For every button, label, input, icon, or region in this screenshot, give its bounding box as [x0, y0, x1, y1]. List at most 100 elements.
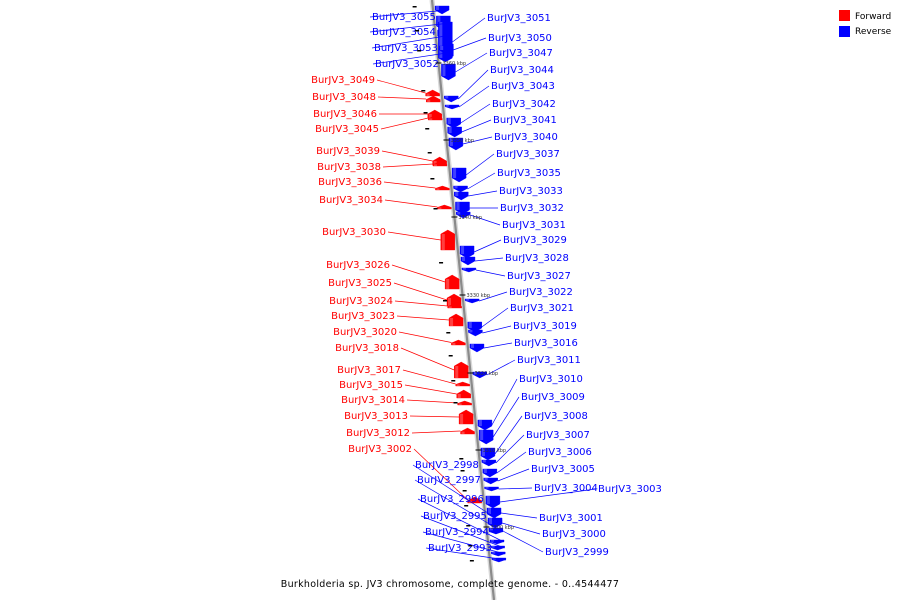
gene-label[interactable]: BurJV3_3041	[493, 115, 557, 126]
gene-feature-BurJV3_3017[interactable]	[455, 381, 470, 387]
gene-label[interactable]: BurJV3_3017	[337, 365, 401, 376]
gene-label[interactable]: BurJV3_3011	[517, 355, 581, 366]
gene-label[interactable]: BurJV3_3046	[313, 109, 377, 120]
gene-label[interactable]: BurJV3_3014	[341, 395, 405, 406]
gene-label[interactable]: BurJV3_3040	[494, 132, 558, 143]
gene-label[interactable]: BurJV3_3010	[519, 374, 583, 385]
gene-feature-BurJV3_3018[interactable]	[454, 361, 469, 379]
gene-feature-BurJV3_3022[interactable]	[464, 298, 480, 304]
gene-feature-BurJV3_3026[interactable]	[444, 274, 460, 290]
gene-label[interactable]: BurJV3_3053	[374, 43, 438, 54]
gene-feature-BurJV3_3048[interactable]	[426, 95, 441, 103]
gene-label[interactable]: BurJV3_2995	[423, 511, 487, 522]
gene-feature-BurJV3_3031[interactable]	[456, 211, 471, 219]
gene-feature-BurJV3_3020[interactable]	[451, 339, 466, 346]
gene-feature-BurJV3_3042[interactable]	[446, 117, 461, 129]
gene-label[interactable]: BurJV3_3019	[513, 321, 577, 332]
gene-label[interactable]: BurJV3_3054	[372, 27, 436, 38]
gene-label[interactable]: BurJV3_3024	[329, 296, 393, 307]
gene-label[interactable]: BurJV3_2998	[415, 460, 479, 471]
gene-label[interactable]: BurJV3_3023	[331, 311, 395, 322]
gene-label[interactable]: BurJV3_3038	[317, 162, 381, 173]
gene-feature-BurJV3_3044[interactable]	[444, 95, 459, 103]
gene-label[interactable]: BurJV3_3039	[316, 146, 380, 157]
gene-feature-BurJV3_3006[interactable]	[482, 468, 498, 478]
gene-label[interactable]: BurJV3_3020	[333, 327, 397, 338]
gene-feature-BurJV3_3047[interactable]	[441, 63, 456, 81]
gene-feature-BurJV3_3011[interactable]	[472, 371, 487, 379]
gene-label[interactable]: BurJV3_3022	[509, 287, 573, 298]
gene-label[interactable]: BurJV3_3000	[542, 529, 606, 540]
gene-feature-BurJV3_3005[interactable]	[483, 477, 498, 485]
gene-label[interactable]: BurJV3_3047	[489, 48, 553, 59]
gene-feature-BurJV3_3003[interactable]	[485, 495, 501, 509]
gene-feature-BurJV3_3008[interactable]	[480, 447, 496, 461]
gene-feature-BurJV3_3041[interactable]	[447, 126, 462, 138]
gene-feature-BurJV3_3033[interactable]	[454, 191, 469, 201]
gene-label[interactable]: BurJV3_3002	[348, 444, 412, 455]
gene-feature-BurJV3_3049[interactable]	[425, 89, 440, 97]
gene-feature-BurJV3_3045[interactable]	[427, 115, 443, 121]
gene-label[interactable]: BurJV3_3001	[539, 513, 603, 524]
gene-feature-BurJV3_2993[interactable]	[491, 557, 507, 563]
gene-label[interactable]: BurJV3_2997	[417, 475, 481, 486]
gene-label[interactable]: BurJV3_3008	[524, 411, 588, 422]
gene-feature-BurJV3_2996[interactable]	[489, 539, 505, 545]
gene-feature-BurJV3_3030[interactable]	[440, 229, 455, 251]
gene-label[interactable]: BurJV3_3012	[346, 428, 410, 439]
gene-label[interactable]: BurJV3_3005	[531, 464, 595, 475]
gene-feature-BurJV3_3035[interactable]	[453, 185, 468, 193]
gene-label[interactable]: BurJV3_3035	[497, 168, 561, 179]
gene-label[interactable]: BurJV3_3029	[503, 235, 567, 246]
gene-label[interactable]: BurJV3_3009	[521, 392, 585, 403]
gene-feature-BurJV3_3009[interactable]	[478, 429, 494, 445]
gene-label[interactable]: BurJV3_3013	[344, 411, 408, 422]
gene-feature-BurJV3_3043[interactable]	[444, 104, 460, 110]
gene-label[interactable]: BurJV3_3027	[507, 271, 571, 282]
gene-label[interactable]: BurJV3_3007	[526, 430, 590, 441]
gene-label[interactable]: BurJV3_3006	[528, 447, 592, 458]
gene-label[interactable]: BurJV3_3055	[372, 12, 436, 23]
gene-feature-BurJV3_3036[interactable]	[435, 185, 450, 191]
gene-label[interactable]: BurJV3_3042	[492, 99, 556, 110]
gene-label[interactable]: BurJV3_3034	[319, 195, 383, 206]
gene-label[interactable]: BurJV3_3025	[328, 278, 392, 289]
gene-feature-BurJV3_3037[interactable]	[451, 167, 467, 183]
gene-label[interactable]: BurJV3_3037	[496, 149, 560, 160]
gene-label[interactable]: BurJV3_3032	[500, 203, 564, 214]
gene-feature-BurJV3_3016[interactable]	[469, 343, 485, 353]
gene-label[interactable]: BurJV3_3030	[322, 227, 386, 238]
gene-label[interactable]: BurJV3_3004	[534, 483, 598, 494]
gene-feature-BurJV3_3027[interactable]	[461, 267, 477, 273]
gene-feature-BurJV3_3015[interactable]	[456, 389, 471, 399]
gene-label[interactable]: BurJV3_3036	[318, 177, 382, 188]
gene-label[interactable]: BurJV3_3033	[499, 186, 563, 197]
gene-label[interactable]: BurJV3_3021	[510, 303, 574, 314]
gene-feature-BurJV3_3001[interactable]	[486, 507, 502, 519]
gene-label[interactable]: BurJV3_3048	[312, 92, 376, 103]
gene-feature-BurJV3_3013[interactable]	[458, 409, 474, 425]
gene-feature-BurJV3_3014[interactable]	[457, 400, 472, 406]
gene-feature-BurJV3_3004[interactable]	[484, 486, 499, 492]
gene-feature-BurJV3_3024[interactable]	[447, 303, 462, 309]
gene-feature-BurJV3_3007[interactable]	[481, 459, 497, 467]
gene-feature-BurJV3_3023[interactable]	[448, 313, 464, 327]
gene-feature-BurJV3_3028[interactable]	[460, 256, 476, 266]
gene-feature-BurJV3_3050[interactable]	[438, 45, 454, 55]
gene-label[interactable]: BurJV3_2996	[420, 494, 484, 505]
gene-label[interactable]: BurJV3_3051	[487, 13, 551, 24]
gene-feature-BurJV3_3040[interactable]	[448, 137, 464, 151]
gene-label[interactable]: BurJV3_3031	[502, 220, 566, 231]
gene-feature-BurJV3_3019[interactable]	[468, 329, 483, 337]
gene-feature-BurJV3_3010[interactable]	[477, 419, 493, 431]
gene-label[interactable]: BurJV3_3003	[598, 484, 662, 495]
gene-feature-BurJV3_3012[interactable]	[460, 427, 475, 435]
gene-label[interactable]: BurJV3_3050	[488, 33, 552, 44]
gene-label[interactable]: BurJV3_2994	[425, 527, 489, 538]
gene-label[interactable]: BurJV3_3045	[315, 124, 379, 135]
gene-feature-BurJV3_3029[interactable]	[459, 245, 475, 259]
gene-label[interactable]: BurJV3_2993	[428, 543, 492, 554]
gene-label[interactable]: BurJV3_3044	[490, 65, 554, 76]
gene-label[interactable]: BurJV3_3016	[514, 338, 578, 349]
gene-label[interactable]: BurJV3_2999	[545, 547, 609, 558]
